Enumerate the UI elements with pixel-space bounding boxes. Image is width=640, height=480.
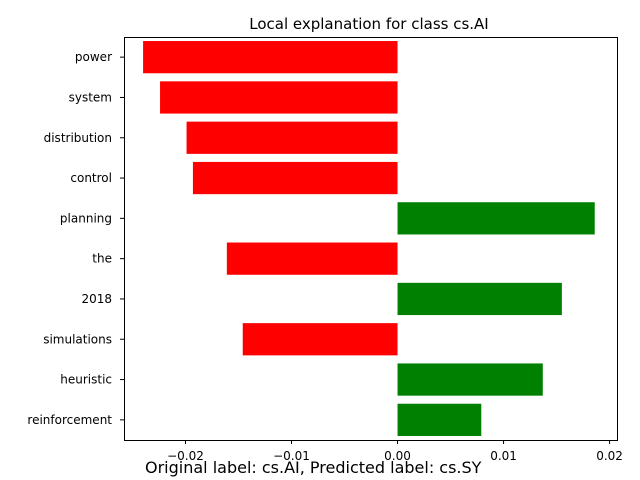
y-axis-ticks: power system distribution control planning th…: [27, 50, 124, 427]
x-tick-label: 0.02: [596, 449, 623, 463]
y-tick-label: distribution: [44, 131, 112, 145]
bar-reinforcement: [397, 403, 482, 436]
bar-heuristic: [397, 363, 543, 396]
y-tick-label: control: [70, 171, 112, 185]
bar-distribution: [186, 121, 398, 154]
x-tick-label: −0.02: [167, 449, 204, 463]
x-tick-label: 0.00: [384, 449, 411, 463]
chart-title: Local explanation for class cs.AI: [249, 15, 488, 33]
x-axis-ticks: −0.02 −0.01 0.00 0.01 0.02: [167, 440, 623, 463]
x-tick-label: −0.01: [273, 449, 310, 463]
bar-planning: [397, 202, 595, 235]
bar-control: [192, 161, 398, 195]
x-tick-label: 0.01: [490, 449, 517, 463]
y-tick-label: heuristic: [60, 373, 112, 387]
y-tick-label: 2018: [81, 292, 112, 306]
y-tick-label: planning: [60, 211, 112, 225]
y-tick-label: simulations: [43, 332, 112, 346]
plot-frame: [124, 37, 618, 441]
caption: Original label: cs.AI, Predicted label: …: [145, 458, 482, 477]
y-tick-label: power: [75, 50, 112, 64]
bar-2018: [397, 282, 562, 316]
y-tick-label: the: [92, 252, 112, 266]
bar-the: [226, 242, 398, 275]
bars-group: [143, 41, 595, 436]
y-tick-label: reinforcement: [27, 413, 112, 427]
bar-power: [143, 41, 398, 74]
bar-simulations: [242, 323, 398, 356]
bar-system: [160, 81, 398, 114]
y-tick-label: system: [69, 90, 112, 104]
